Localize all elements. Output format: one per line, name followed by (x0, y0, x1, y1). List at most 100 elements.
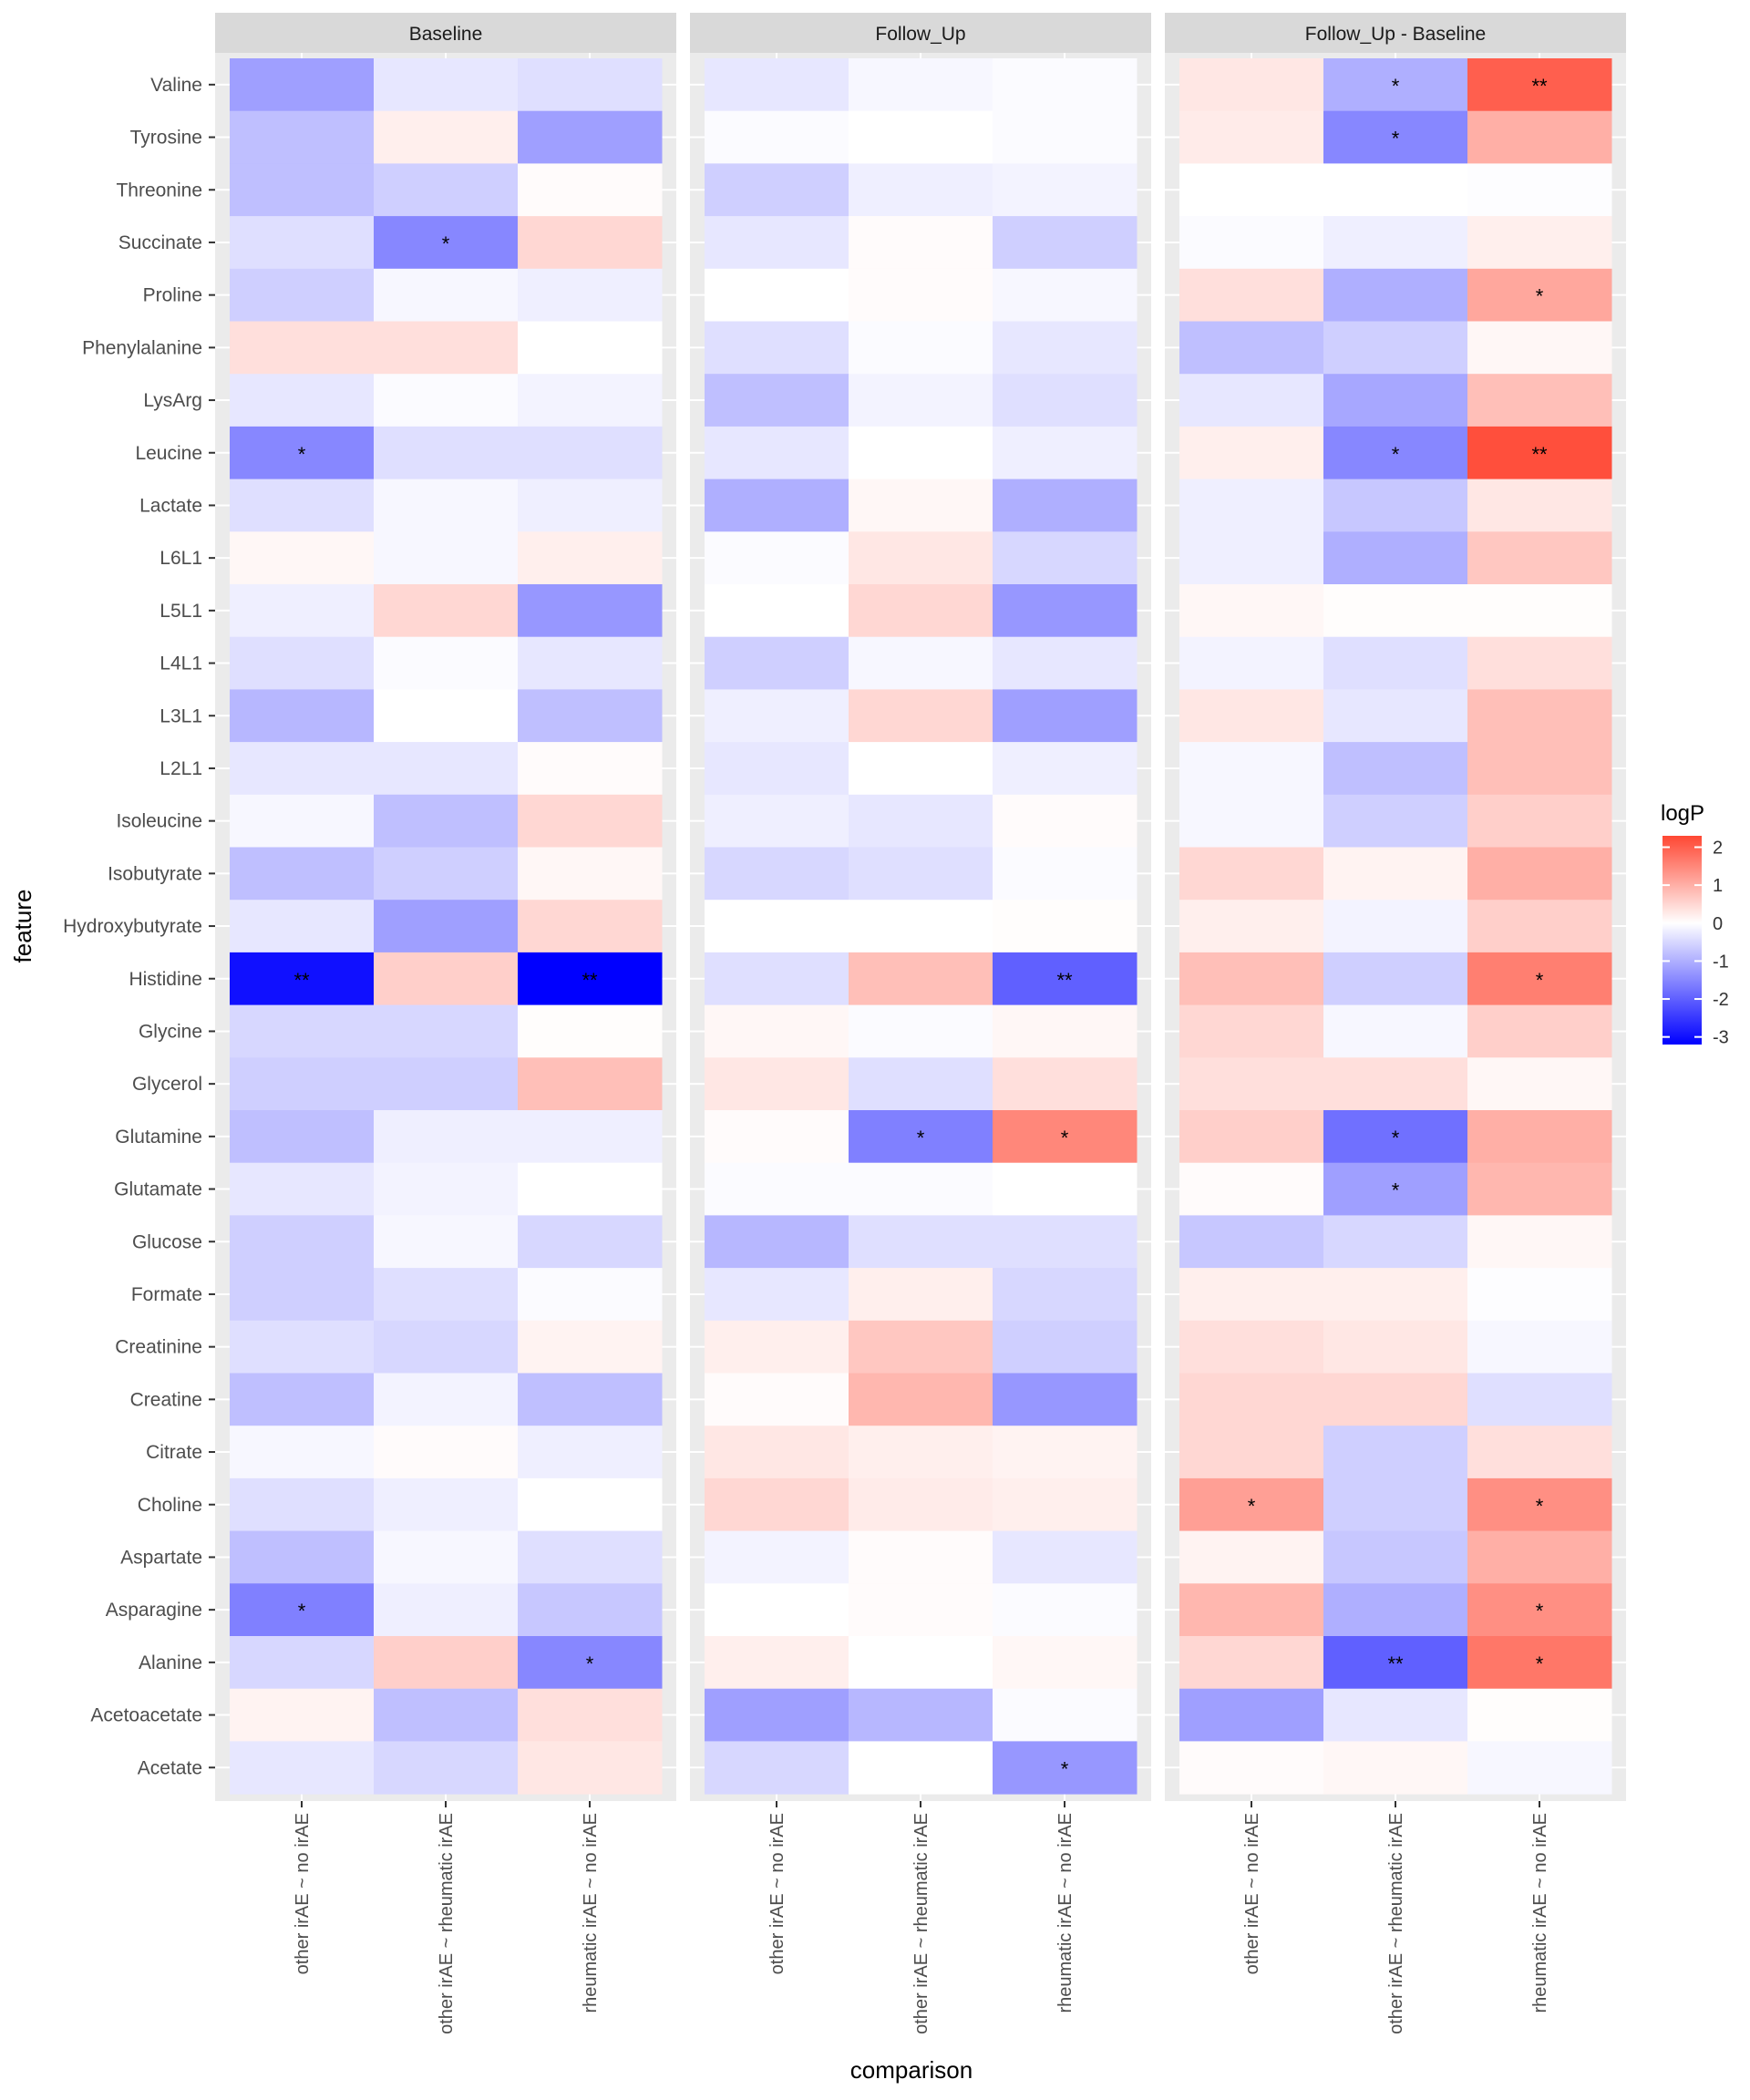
legend-colorbar (1662, 836, 1702, 1045)
heatmap-cell (374, 742, 519, 796)
heatmap-cell (705, 1215, 849, 1269)
heatmap-cell (705, 1004, 849, 1058)
heatmap-cell (374, 268, 519, 322)
significance-label: * (1392, 128, 1400, 150)
heatmap-cell (1467, 58, 1612, 112)
heatmap-cell (993, 163, 1138, 217)
facet-panel: Baseline**** ****other irAE ~ no irAE othe… (215, 13, 676, 2034)
heatmap-cell (1467, 1530, 1612, 1584)
heatmap-cell (1467, 689, 1612, 743)
heatmap-cell (374, 1530, 519, 1584)
heatmap-cell (230, 1477, 375, 1532)
heatmap-cell (993, 374, 1138, 427)
heatmap-cell (518, 1426, 663, 1479)
heatmap-cell (849, 742, 993, 796)
y-tick-label: L3L1 (160, 705, 202, 726)
heatmap-cell (1179, 689, 1324, 743)
heatmap-cell (374, 1057, 519, 1111)
heatmap-cell (518, 58, 663, 112)
heatmap-cell (518, 1004, 663, 1058)
heatmap-cell (1467, 1741, 1612, 1795)
x-tick-label: rheumatic irAE ~ no irAE (1055, 1813, 1076, 2013)
heatmap-cell (705, 1688, 849, 1742)
heatmap-cell (705, 1426, 849, 1479)
heatmap-cell (993, 794, 1138, 848)
heatmap-cell (1323, 58, 1468, 112)
heatmap-cell (518, 426, 663, 480)
facet-title: Follow_Up - Baseline (1305, 24, 1486, 45)
heatmap-cell (374, 1477, 519, 1532)
significance-label: * (1536, 285, 1544, 308)
heatmap-cell (1179, 1741, 1324, 1795)
heatmap-cell (374, 1688, 519, 1742)
heatmap-cell (849, 321, 993, 375)
heatmap-cell (374, 1110, 519, 1164)
y-tick-label: Formate (131, 1284, 202, 1305)
heatmap-cell (993, 1741, 1138, 1795)
heatmap-cell (1179, 374, 1324, 427)
heatmap-cell (1323, 1057, 1468, 1111)
heatmap-cell (993, 952, 1138, 1006)
heatmap-cell (230, 1057, 375, 1111)
heatmap-cell (849, 1004, 993, 1058)
heatmap-cell (1467, 163, 1612, 217)
heatmap-cell (705, 1162, 849, 1216)
heatmap-cell (230, 321, 375, 375)
heatmap-cell (374, 163, 519, 217)
heatmap-cell (1179, 1004, 1324, 1058)
heatmap-cell (518, 1583, 663, 1637)
heatmap-cell (1323, 1636, 1468, 1690)
heatmap-cell (705, 1320, 849, 1374)
significance-label: * (586, 1652, 594, 1675)
heatmap-cell (1323, 1583, 1468, 1637)
heatmap-cell (705, 847, 849, 901)
heatmap-cell (849, 847, 993, 901)
heatmap-cell (1323, 1162, 1468, 1216)
legend-title: logP (1661, 801, 1704, 826)
heatmap-cell (1179, 216, 1324, 270)
y-tick-label: Leucine (135, 443, 202, 464)
x-tick-label: rheumatic irAE ~ no irAE (1530, 1813, 1550, 2013)
heatmap-cell (518, 636, 663, 690)
heatmap-cell (374, 952, 519, 1006)
x-axis-title: comparison (850, 2056, 973, 2084)
x-tick-label: other irAE ~ rheumatic irAE (1386, 1813, 1406, 2034)
x-tick-label: other irAE ~ no irAE (293, 1813, 313, 1974)
heatmap-cell (518, 952, 663, 1006)
facet-title: Follow_Up (875, 24, 965, 45)
heatmap-cell (705, 1530, 849, 1584)
facet-strip (215, 13, 676, 53)
heatmap-cell (1467, 1268, 1612, 1322)
y-tick-label: Threonine (116, 180, 202, 201)
heatmap-cell (1467, 584, 1612, 638)
heatmap-cell (374, 479, 519, 532)
heatmap-cell (1467, 321, 1612, 375)
heatmap-cell (374, 584, 519, 638)
heatmap-cell (849, 1583, 993, 1637)
heatmap-cell (518, 531, 663, 585)
heatmap-cell (1467, 426, 1612, 480)
heatmap-cell (993, 531, 1138, 585)
heatmap-cell (518, 1268, 663, 1322)
heatmap-cell (374, 321, 519, 375)
heatmap-cell (230, 1426, 375, 1479)
heatmap-cell (705, 584, 849, 638)
heatmap-cell (374, 1215, 519, 1269)
heatmap-cell (374, 1162, 519, 1216)
heatmap-cell (518, 321, 663, 375)
heatmap-cell (993, 216, 1138, 270)
heatmap-cell (1323, 1373, 1468, 1426)
heatmap-cell (1179, 531, 1324, 585)
heatmap-cell (518, 900, 663, 953)
heatmap-cell (705, 1373, 849, 1426)
heatmap-cell (705, 321, 849, 375)
heatmap-cell (518, 584, 663, 638)
heatmap-cell (849, 1741, 993, 1795)
y-tick-label: LysArg (143, 390, 202, 411)
significance-label: * (298, 443, 306, 466)
heatmap-cell (230, 584, 375, 638)
heatmap-cell (230, 531, 375, 585)
heatmap-cell (374, 689, 519, 743)
heatmap-cell (230, 1320, 375, 1374)
heatmap-cell (849, 531, 993, 585)
